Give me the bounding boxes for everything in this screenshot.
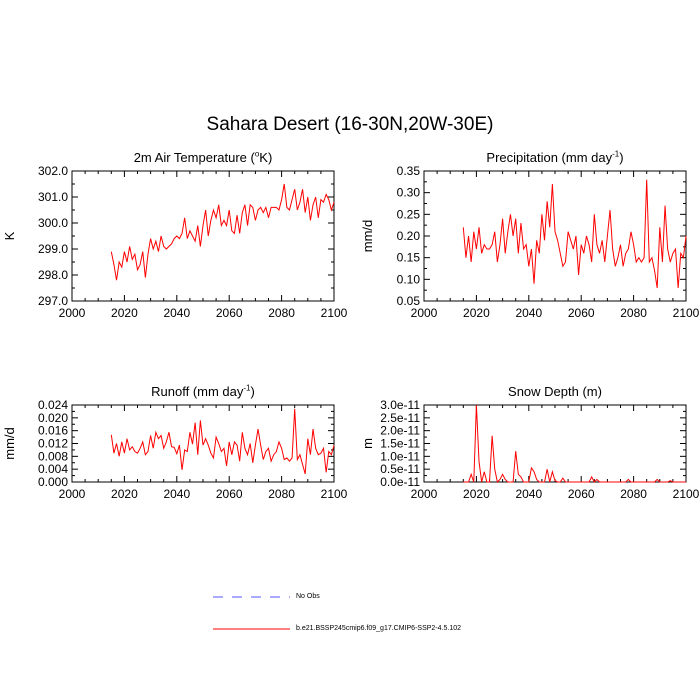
panel-title-temperature-sup: o xyxy=(254,149,260,159)
y-tick-label-temperature: 302.0 xyxy=(38,164,68,178)
x-tick-label-snow-depth: 2000 xyxy=(411,487,438,501)
panel-title-precipitation-main: Precipitation (mm day xyxy=(486,150,613,165)
y-tick-label-temperature: 299.0 xyxy=(38,242,68,256)
series-line-snow-depth xyxy=(463,404,686,484)
chart-runoff: 2000 2020 2040 2060 2080 21000.0000.0040.0080… xyxy=(2,398,348,501)
panel-title-temperature-tail: K) xyxy=(259,150,273,165)
x-tick-label-precipitation: 2020 xyxy=(463,306,490,320)
series-line-precipitation xyxy=(462,179,687,289)
x-tick-label-runoff: 2000 xyxy=(59,487,86,501)
y-tick-label-runoff: 0.012 xyxy=(38,437,68,451)
x-tick-label-runoff: 2040 xyxy=(163,487,190,501)
panel-title-runoff: Runoff (mm day-1) xyxy=(72,384,334,399)
chart-snow-depth: 2000 2020 2040 2060 2080 21000.0e-110.5e-111.… xyxy=(360,398,700,501)
legend-label-no-obs: No Obs xyxy=(296,593,320,600)
y-axis-label-precipitation: mm/d xyxy=(360,220,375,253)
y-tick-label-snow-depth: 2.5e-11 xyxy=(380,411,420,425)
chart-precipitation: 2000 2020 2040 2060 2080 2100 0.05 0.10 0.15 0.20… xyxy=(360,164,700,320)
x-tick-label-temperature: 2100 xyxy=(321,306,348,320)
x-tick-label-snow-depth: 2040 xyxy=(515,487,542,501)
y-tick-label-precipitation: 0.35 xyxy=(397,164,421,178)
x-tick-label-runoff: 2100 xyxy=(321,487,348,501)
y-tick-label-temperature: 301.0 xyxy=(38,190,68,204)
y-tick-label-runoff: 0.020 xyxy=(38,411,68,425)
y-tick-label-snow-depth: 0.5e-11 xyxy=(380,462,420,476)
x-tick-label-snow-depth: 2060 xyxy=(568,487,595,501)
y-tick-label-precipitation: 0.25 xyxy=(397,207,421,221)
panel-title-precipitation: Precipitation (mm day-1) xyxy=(424,150,686,165)
x-tick-label-precipitation: 2000 xyxy=(411,306,438,320)
panel-title-snow-depth-main: Snow Depth (m) xyxy=(508,384,602,399)
x-tick-label-temperature: 2020 xyxy=(111,306,138,320)
panel-title-precipitation-sup: -1 xyxy=(612,149,620,159)
y-tick-label-runoff: 0.000 xyxy=(38,475,68,489)
y-tick-label-snow-depth: 1.0e-11 xyxy=(380,449,420,463)
panel-title-precipitation-tail: ) xyxy=(619,150,624,165)
x-tick-label-temperature: 2060 xyxy=(216,306,243,320)
y-tick-label-temperature: 297.0 xyxy=(38,294,68,308)
y-tick-label-runoff: 0.016 xyxy=(38,424,68,438)
y-tick-label-runoff: 0.024 xyxy=(38,398,68,412)
chart-temperature: 2000 2020 2040 2060 2080 2100 297.0 298.0 299.0 3… xyxy=(2,164,348,320)
x-tick-label-runoff: 2020 xyxy=(111,487,138,501)
y-axis-label-snow-depth: m xyxy=(360,438,375,449)
y-tick-label-snow-depth: 3.0e-11 xyxy=(380,398,420,412)
y-tick-label-temperature: 298.0 xyxy=(38,268,68,282)
y-tick-label-snow-depth: 0.0e-11 xyxy=(380,475,420,489)
x-tick-label-snow-depth: 2020 xyxy=(463,487,490,501)
y-tick-label-precipitation: 0.15 xyxy=(397,251,421,265)
panel-title-snow-depth: Snow Depth (m) xyxy=(424,384,686,399)
y-tick-label-precipitation: 0.20 xyxy=(397,229,421,243)
x-tick-label-runoff: 2080 xyxy=(268,487,295,501)
y-tick-label-runoff: 0.004 xyxy=(38,462,68,476)
y-tick-label-snow-depth: 2.0e-11 xyxy=(380,424,420,438)
x-tick-label-runoff: 2060 xyxy=(216,487,243,501)
x-tick-label-precipitation: 2100 xyxy=(673,306,700,320)
x-tick-label-precipitation: 2060 xyxy=(568,306,595,320)
y-tick-label-temperature: 300.0 xyxy=(38,216,68,230)
y-tick-label-runoff: 0.008 xyxy=(38,449,68,463)
panel-title-temperature-main: 2m Air Temperature ( xyxy=(133,150,255,165)
x-tick-label-precipitation: 2080 xyxy=(620,306,647,320)
series-line-temperature xyxy=(110,183,335,281)
x-tick-label-precipitation: 2040 xyxy=(515,306,542,320)
panel-title-runoff-sup: -1 xyxy=(243,383,251,393)
panel-title-runoff-tail: ) xyxy=(250,384,255,399)
x-tick-label-temperature: 2080 xyxy=(268,306,295,320)
y-axis-label-runoff: mm/d xyxy=(2,427,17,460)
y-axis-label-temperature: K xyxy=(2,231,17,240)
y-tick-label-precipitation: 0.05 xyxy=(397,294,421,308)
x-tick-label-temperature: 2040 xyxy=(163,306,190,320)
x-tick-label-temperature: 2000 xyxy=(59,306,86,320)
legend-label-model: b.e21.BSSP245cmip6.f09_g17.CMIP6-SSP2-4.… xyxy=(296,625,461,632)
panel-title-temperature: 2m Air Temperature (oK) xyxy=(72,150,334,165)
y-tick-label-precipitation: 0.30 xyxy=(397,186,421,200)
x-tick-label-snow-depth: 2080 xyxy=(620,487,647,501)
series-line-runoff xyxy=(110,408,335,475)
x-tick-label-snow-depth: 2100 xyxy=(673,487,700,501)
panel-title-runoff-main: Runoff (mm day xyxy=(151,384,244,399)
y-tick-label-snow-depth: 1.5e-11 xyxy=(380,437,420,451)
main-title: Sahara Desert (16-30N,20W-30E) xyxy=(206,114,494,135)
y-tick-label-precipitation: 0.10 xyxy=(397,272,421,286)
